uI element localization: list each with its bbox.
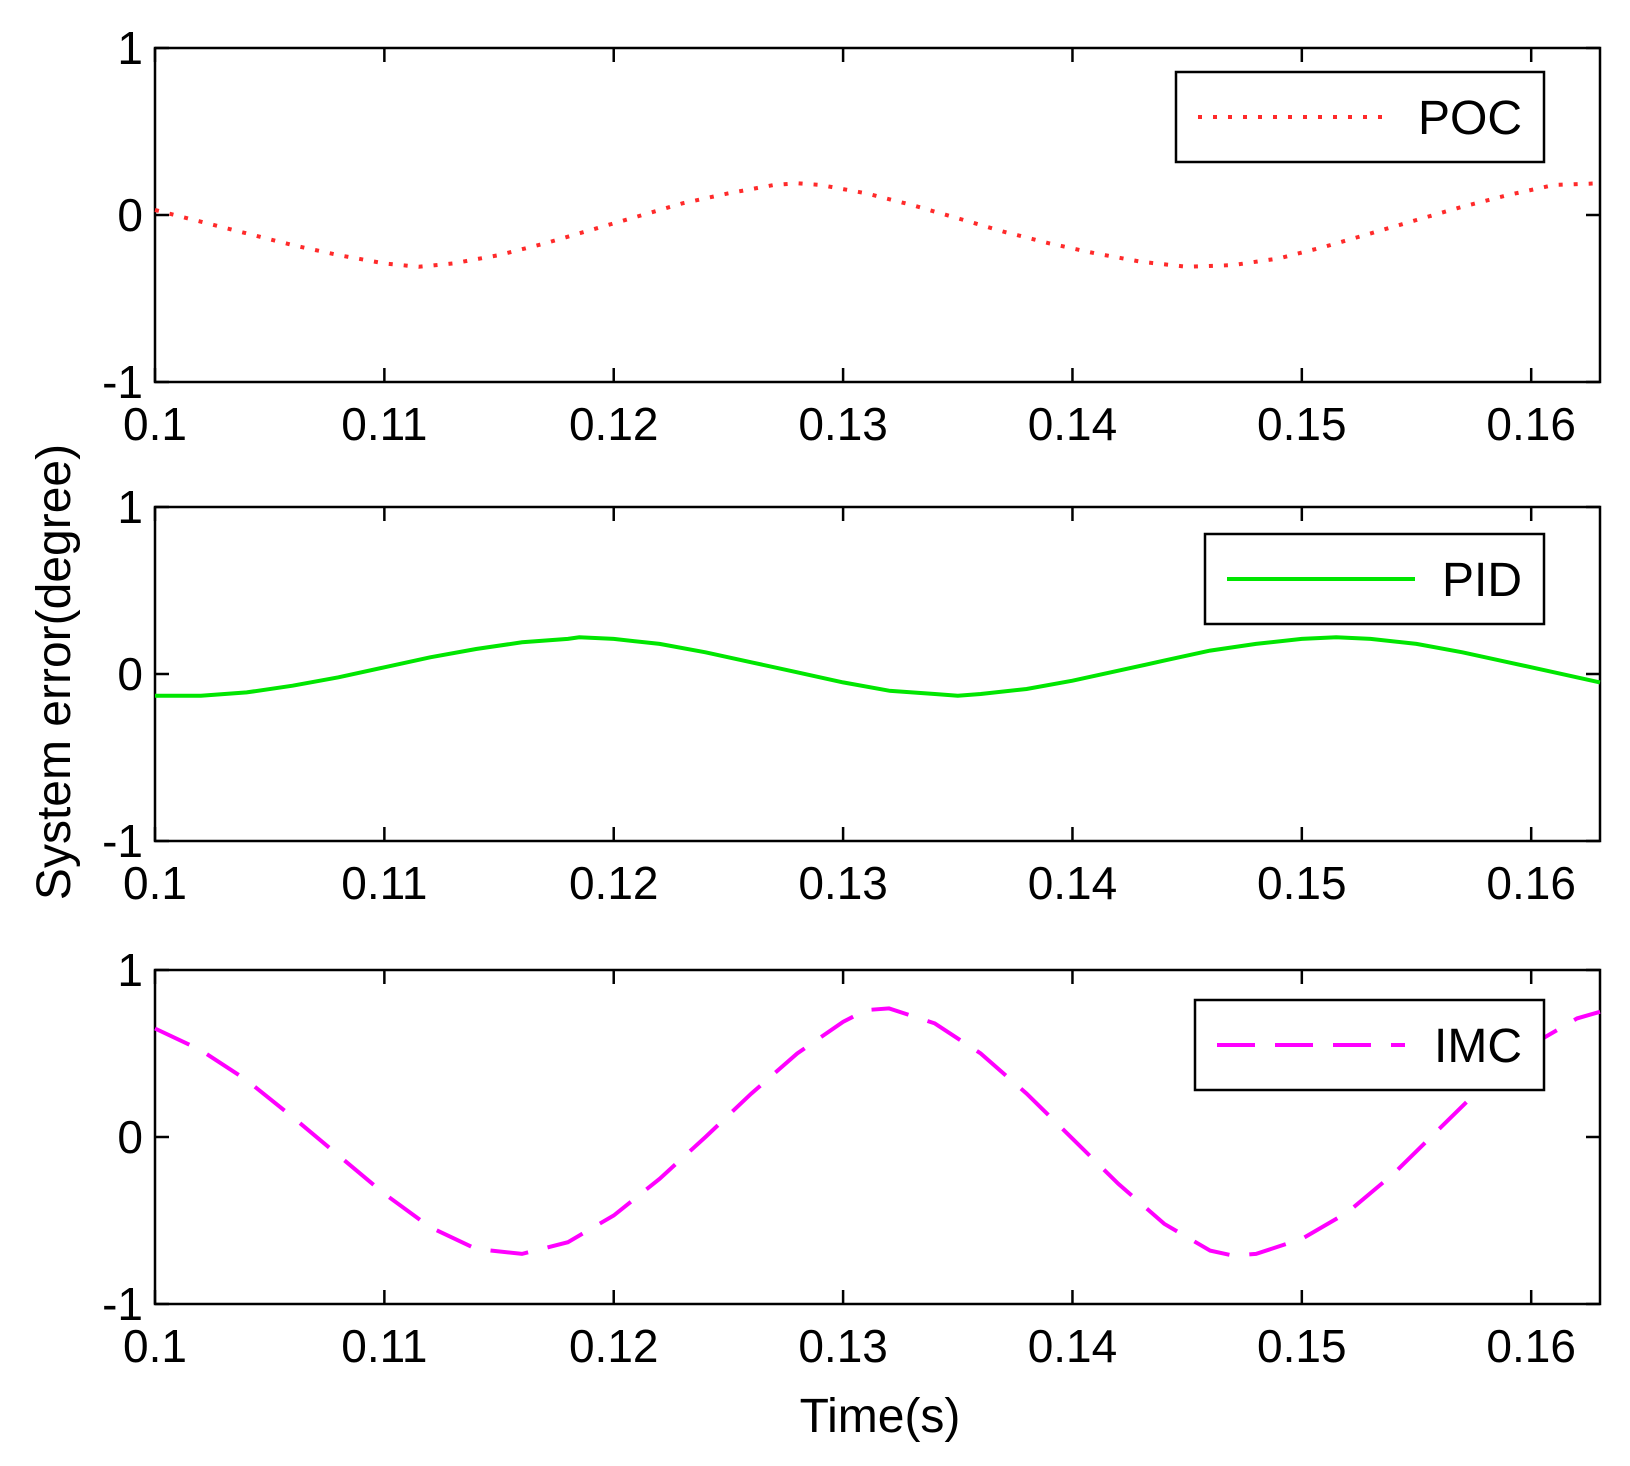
x-tick-label: 0.15: [1257, 398, 1347, 450]
x-tick-label: 0.13: [798, 1320, 888, 1372]
series-line-imc: [154, 1006, 1601, 1258]
x-axis-title: Time(s): [800, 1390, 961, 1443]
legend-box: [1174, 70, 1546, 164]
x-tick-label: 0.16: [1486, 1320, 1576, 1372]
y-tick-label: -1: [102, 815, 143, 867]
x-tick-label: 0.11: [341, 1320, 427, 1372]
x-tick-label: 0.16: [1486, 857, 1576, 909]
x-tick-label: 0.14: [1028, 398, 1118, 450]
y-tick-label: 1: [117, 944, 143, 996]
x-tick-label: 0.16: [1486, 398, 1576, 450]
x-tick-label: 0.14: [1028, 1320, 1118, 1372]
y-tick-label: 1: [117, 481, 143, 533]
x-tick-label: 0.13: [798, 857, 888, 909]
x-tick-label: 0.12: [569, 398, 659, 450]
series-line-pid: [155, 635, 1601, 698]
y-axis-title: System error(degree): [28, 444, 81, 900]
subplot-3: 0.1 0.11 0.12 0.13 0.14 0.15 0.16 -1 0 1 IMC: [102, 944, 1602, 1372]
x-tick-label: 0.15: [1257, 1320, 1347, 1372]
y-tick-label: 0: [117, 189, 143, 241]
y-tick-label: -1: [102, 1278, 143, 1330]
y-tick-label: 1: [117, 22, 143, 74]
x-tick-label: 0.15: [1257, 857, 1347, 909]
x-tick-label: 0.1: [123, 1320, 187, 1372]
legend: PID: [1203, 532, 1546, 626]
x-tick-label: 0.11: [341, 857, 427, 909]
x-tick-label: 0.1: [123, 398, 187, 450]
y-tick-label: 0: [117, 1111, 143, 1163]
legend: IMC: [1193, 998, 1546, 1092]
legend-label: IMC: [1434, 1020, 1522, 1073]
x-tick-label: 0.14: [1028, 857, 1118, 909]
subplot-2: 0.1 0.11 0.12 0.13 0.14 0.15 0.16 -1 0 1 PID: [102, 481, 1602, 909]
legend-label: PID: [1442, 554, 1522, 607]
y-tick-label: 0: [117, 648, 143, 700]
legend: POC: [1174, 70, 1546, 164]
x-tick-label: 0.12: [569, 857, 659, 909]
y-tick-label: -1: [102, 356, 143, 408]
x-tick-label: 0.13: [798, 398, 888, 450]
x-tick-label: 0.11: [341, 398, 427, 450]
legend-label: POC: [1418, 92, 1522, 145]
subplot-1: 0.1 0.11 0.12 0.13 0.14 0.15 0.16 -1 0 1 POC: [102, 22, 1602, 450]
x-tick-label: 0.1: [123, 857, 187, 909]
x-tick-label: 0.12: [569, 1320, 659, 1372]
